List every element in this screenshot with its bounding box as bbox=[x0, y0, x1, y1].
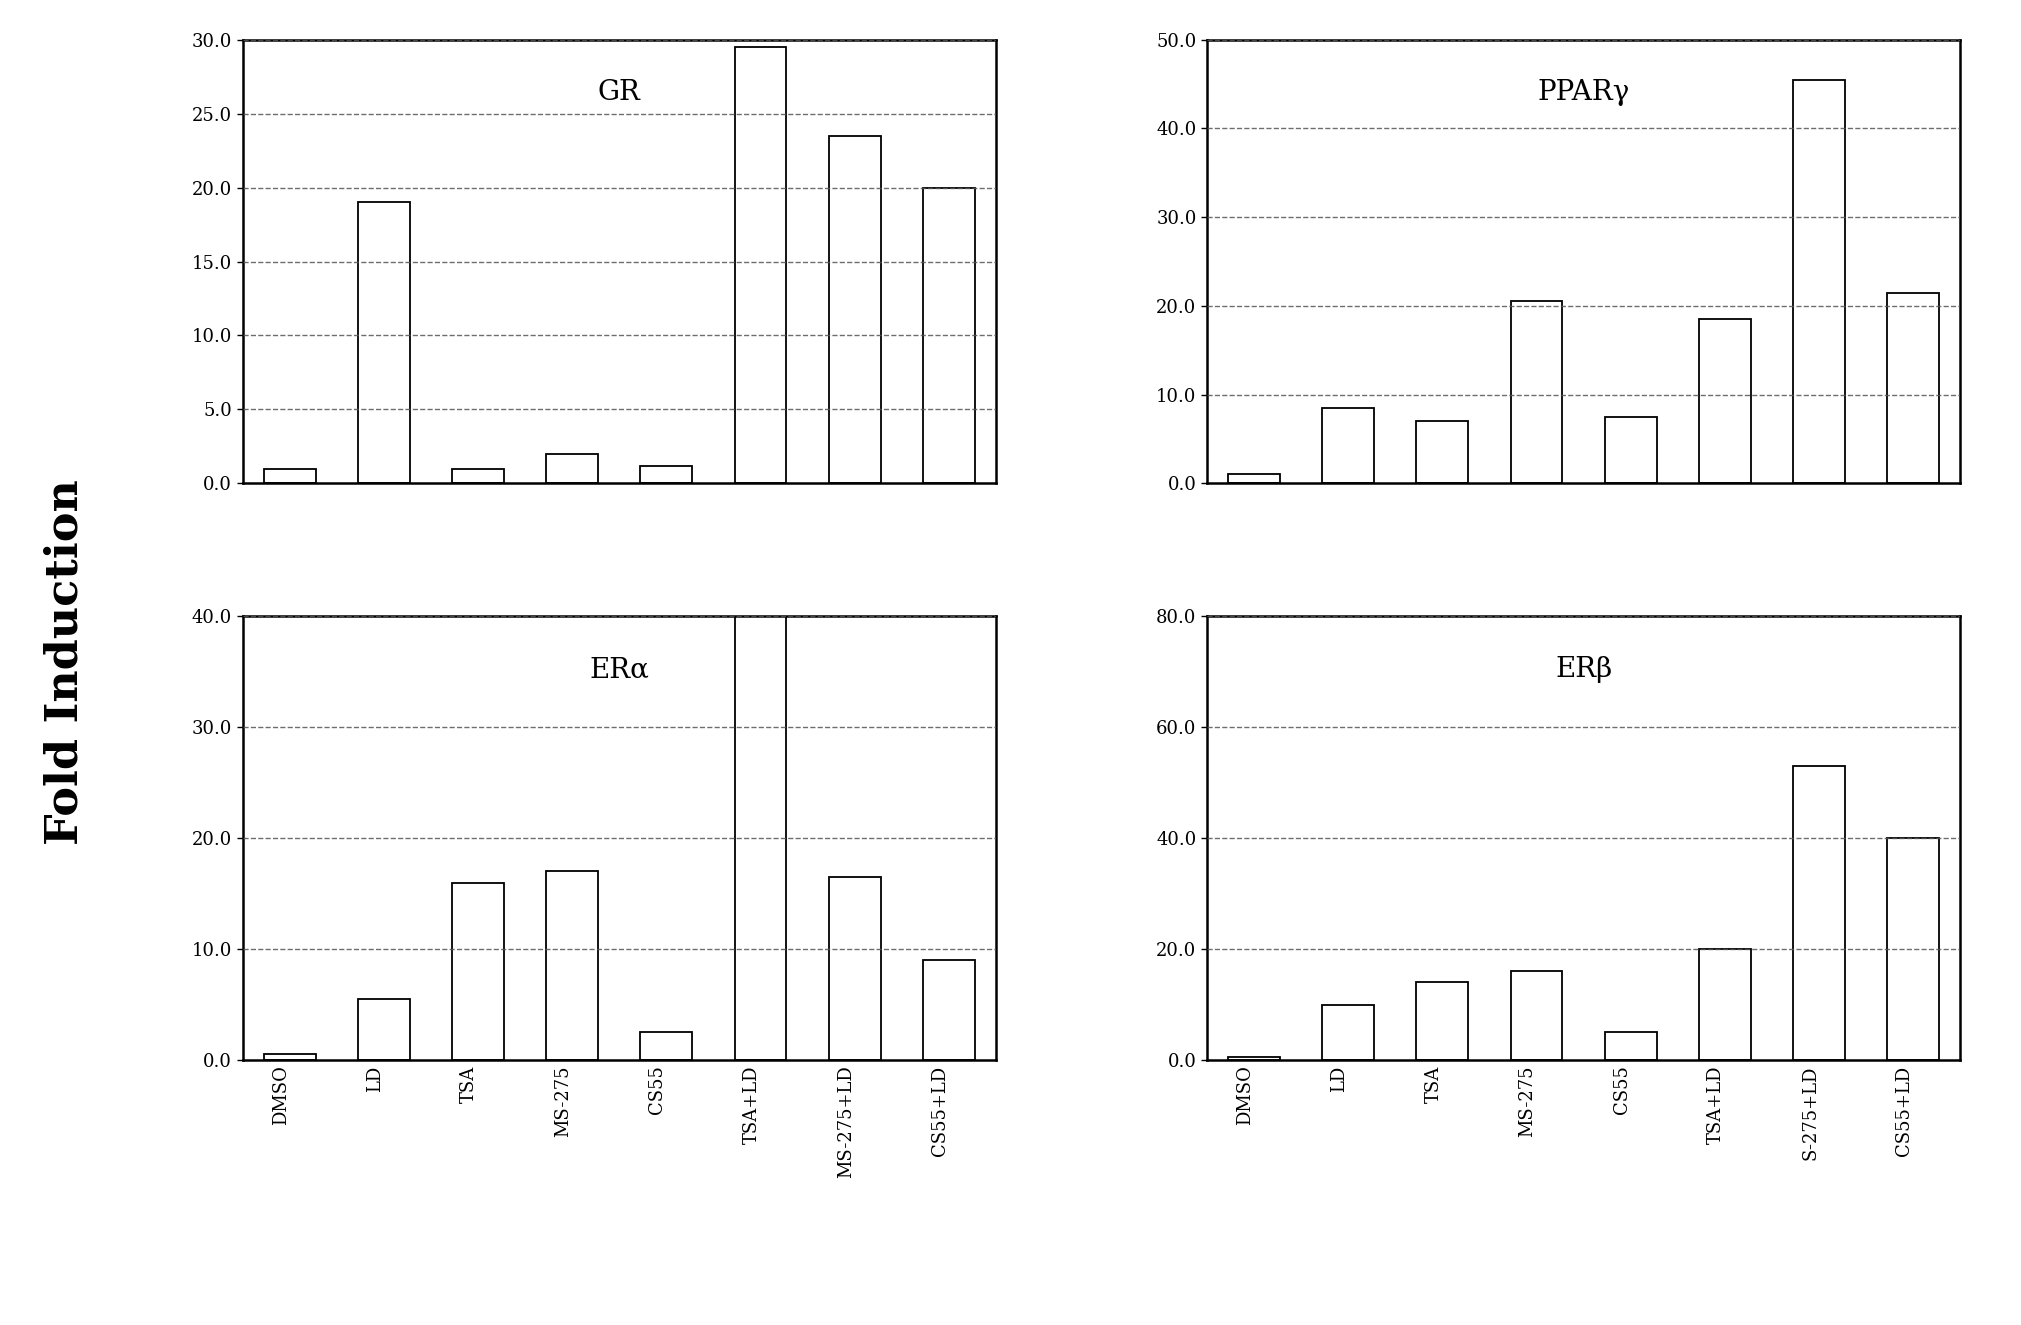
Bar bbox=[829, 877, 881, 1060]
Bar bbox=[1417, 421, 1469, 484]
Text: ERβ: ERβ bbox=[1554, 656, 1613, 684]
Bar bbox=[1510, 971, 1562, 1060]
Bar bbox=[734, 48, 786, 484]
Text: GR: GR bbox=[598, 80, 641, 106]
Bar bbox=[924, 188, 974, 484]
Bar bbox=[263, 469, 315, 484]
Text: PPARγ: PPARγ bbox=[1538, 80, 1629, 106]
Bar bbox=[641, 1032, 693, 1060]
Bar bbox=[1793, 766, 1845, 1060]
Bar bbox=[546, 872, 598, 1060]
Bar bbox=[924, 961, 974, 1060]
Bar bbox=[1888, 293, 1940, 484]
Bar bbox=[1229, 1057, 1279, 1060]
Bar bbox=[1793, 80, 1845, 484]
Bar bbox=[358, 999, 410, 1060]
Bar bbox=[358, 203, 410, 484]
Bar bbox=[1510, 302, 1562, 484]
Bar bbox=[1605, 417, 1657, 484]
Text: ERα: ERα bbox=[590, 656, 649, 684]
Bar bbox=[453, 469, 503, 484]
Bar bbox=[1605, 1032, 1657, 1060]
Bar bbox=[1229, 474, 1279, 484]
Bar bbox=[1700, 319, 1750, 484]
Bar bbox=[1322, 408, 1374, 484]
Bar bbox=[1888, 839, 1940, 1060]
Bar bbox=[641, 465, 693, 484]
Bar bbox=[1417, 982, 1469, 1060]
Text: Fold Induction: Fold Induction bbox=[42, 480, 87, 845]
Bar bbox=[734, 616, 786, 1060]
Bar bbox=[453, 882, 503, 1060]
Bar bbox=[263, 1055, 315, 1060]
Bar bbox=[546, 453, 598, 484]
Bar bbox=[829, 136, 881, 484]
Bar bbox=[1322, 1004, 1374, 1060]
Bar bbox=[1700, 949, 1750, 1060]
